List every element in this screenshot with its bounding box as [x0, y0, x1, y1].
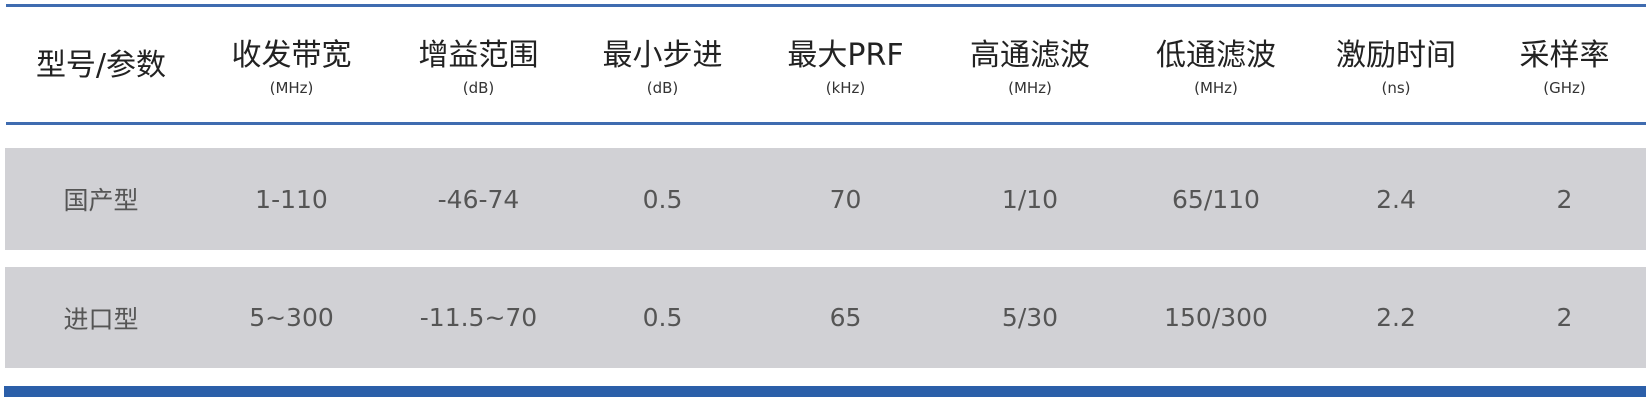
bottom-bar [4, 386, 1646, 397]
column-unit: (dB) [462, 78, 495, 97]
column-title: 最大PRF [787, 37, 904, 73]
table-cell: 2 [1556, 303, 1573, 332]
column-header: 高通滤波 (MHz) [937, 38, 1123, 98]
column-title: 高通滤波 [970, 37, 1090, 73]
row-label: 国产型 [63, 186, 139, 215]
column-title: 最小步进 [602, 37, 723, 73]
column-header: 型号/参数 [5, 48, 197, 84]
table-cell: -46-74 [437, 184, 520, 214]
column-header: 最小步进 (dB) [571, 38, 754, 98]
table-cell: 0.5 [642, 184, 683, 214]
column-unit: (GHz) [1543, 78, 1586, 97]
column-title: 激励时间 [1336, 37, 1456, 73]
top-divider [6, 4, 1646, 7]
table-cell: 1-110 [255, 184, 328, 214]
row-label: 进口型 [63, 304, 139, 334]
column-unit: (MHz) [1194, 78, 1238, 97]
column-unit: (ns) [1381, 78, 1411, 97]
column-title: 低通滤波 [1156, 37, 1276, 73]
table-cell: 5~300 [249, 303, 334, 332]
table-cell: 150/300 [1164, 303, 1268, 332]
table-header: 型号/参数 收发带宽 (MHz) 增益范围 (dB) 最小步进 (dB) 最大PRF (kHz)… [5, 25, 1646, 110]
column-unit: (MHz) [269, 78, 314, 97]
column-title: 型号/参数 [35, 47, 167, 83]
table-cell: 2 [1556, 184, 1573, 214]
column-header: 增益范围 (dB) [386, 38, 571, 98]
table-cell: 1/10 [1001, 184, 1059, 214]
column-unit: (dB) [646, 78, 679, 97]
column-header: 最大PRF (kHz) [754, 38, 937, 98]
table-row: 国产型 1-110 -46-74 0.5 70 1/10 65/110 2.4 2 [5, 148, 1646, 250]
column-title: 增益范围 [418, 37, 539, 73]
table-cell: 5/30 [1001, 303, 1059, 332]
table-cell: 2.4 [1376, 184, 1416, 214]
column-title: 采样率 [1519, 37, 1610, 73]
header-divider [6, 122, 1646, 125]
table-cell: 0.5 [642, 303, 683, 332]
table-cell: 65/110 [1172, 184, 1260, 214]
table-cell: 65 [829, 303, 862, 332]
column-header: 低通滤波 (MHz) [1123, 38, 1309, 98]
table-cell: 2.2 [1376, 303, 1416, 332]
table-row: 进口型 5~300 -11.5~70 0.5 65 5/30 150/300 2.2 2 [5, 267, 1646, 368]
column-header: 收发带宽 (MHz) [197, 38, 386, 98]
column-header: 采样率 (GHz) [1483, 38, 1646, 98]
table-cell: 70 [829, 184, 862, 214]
column-title: 收发带宽 [231, 37, 352, 73]
table-cell: -11.5~70 [419, 303, 538, 332]
column-unit: (MHz) [1008, 78, 1052, 97]
column-unit: (kHz) [825, 78, 866, 97]
column-header: 激励时间 (ns) [1309, 38, 1483, 98]
